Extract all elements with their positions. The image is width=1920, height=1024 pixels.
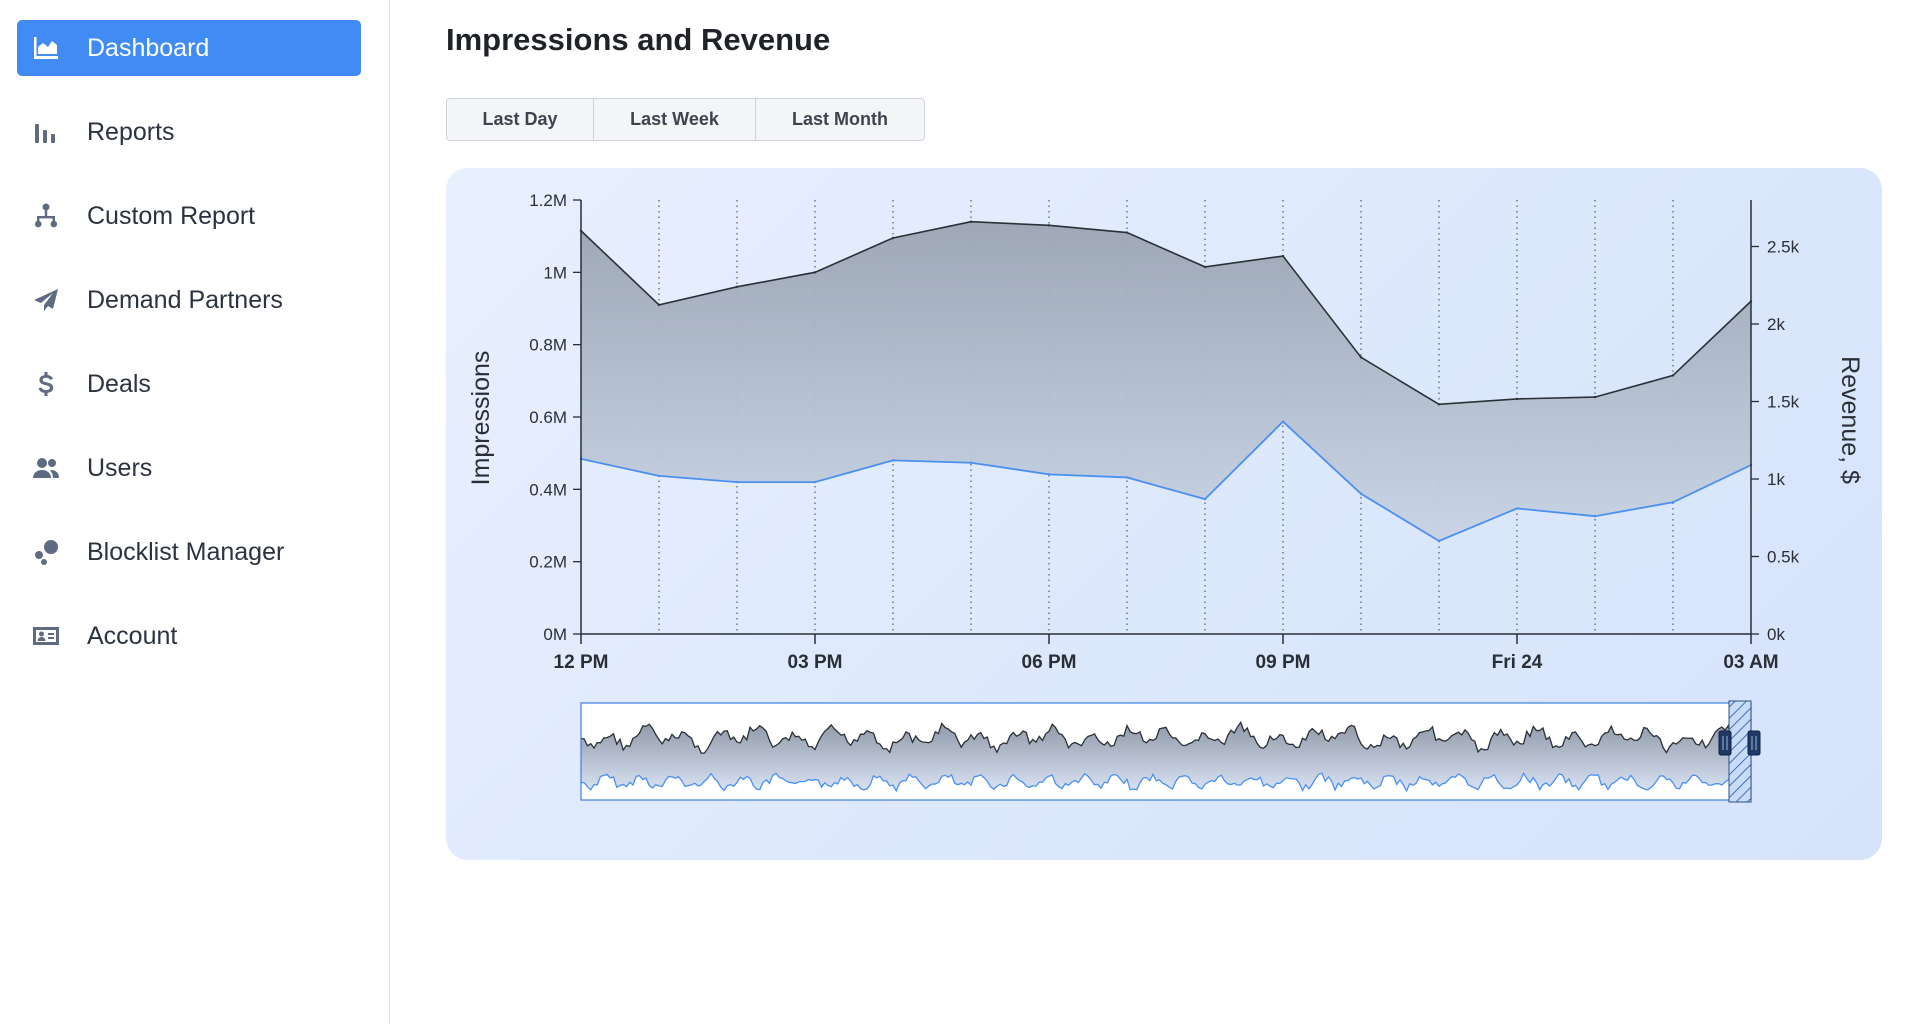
sidebar-item-label: Blocklist Manager xyxy=(87,537,285,566)
sidebar-item-label: Dashboard xyxy=(87,33,210,62)
dollar-icon xyxy=(31,369,61,399)
impressions-point xyxy=(1359,356,1363,359)
x-tick-label: 12 PM xyxy=(554,652,609,673)
bar-chart-icon xyxy=(31,117,61,147)
sidebar-item-account[interactable]: Account xyxy=(17,608,361,664)
page-title: Impressions and Revenue xyxy=(446,22,831,57)
y2-tick-label: 0.5k xyxy=(1767,548,1800,567)
revenue-point xyxy=(657,474,661,478)
sidebar-item-label: Custom Report xyxy=(87,201,256,230)
navigator-revenue-line xyxy=(580,772,1752,793)
revenue-point xyxy=(1125,476,1129,479)
revenue-point xyxy=(1047,473,1051,476)
navigator-right-handle[interactable] xyxy=(1747,730,1761,756)
impressions-point xyxy=(1047,224,1051,227)
last-week-button[interactable]: Last Week xyxy=(594,99,756,140)
impressions-point xyxy=(1281,254,1285,258)
sidebar-item-blocklist-manager[interactable]: Blocklist Manager xyxy=(17,524,361,580)
impressions-point xyxy=(891,236,895,240)
impressions-point xyxy=(1203,265,1207,269)
sidebar-item-custom-report[interactable]: Custom Report xyxy=(17,188,361,244)
sidebar-item-reports[interactable]: Reports xyxy=(17,104,361,160)
paper-plane-icon xyxy=(31,285,61,315)
last-day-button[interactable]: Last Day xyxy=(447,99,594,140)
sidebar-item-demand-partners[interactable]: Demand Partners xyxy=(17,272,361,328)
impressions-point xyxy=(813,271,817,274)
sidebar-item-deals[interactable]: Deals xyxy=(17,356,361,412)
revenue-point xyxy=(1593,515,1597,518)
impressions-point xyxy=(969,220,973,223)
impressions-point xyxy=(1515,397,1519,401)
y2-tick-label: 0k xyxy=(1767,625,1785,644)
revenue-point xyxy=(1515,507,1519,510)
revenue-point xyxy=(1203,497,1207,501)
impressions-point xyxy=(1437,403,1441,406)
sidebar-item-users[interactable]: Users xyxy=(17,440,361,496)
y-tick-label: 0.8M xyxy=(529,336,567,355)
y-tick-label: 0.6M xyxy=(529,408,567,427)
impressions-point xyxy=(735,285,739,288)
impressions-point xyxy=(1671,374,1675,377)
revenue-point xyxy=(813,480,817,484)
sidebar-item-label: Demand Partners xyxy=(87,285,283,314)
sidebar-item-label: Users xyxy=(87,453,153,482)
revenue-point xyxy=(1671,501,1675,504)
y2-tick-label: 1.5k xyxy=(1767,393,1800,412)
chart-panel: 0M 0.2M 0.4M 0.6M 0.8M 1M 1.2M 0k 0.5k 1k 1.5k 2k 2.… xyxy=(446,168,1882,860)
x-tick-label: 03 PM xyxy=(788,652,843,673)
revenue-point xyxy=(969,461,973,464)
blocklist-icon xyxy=(31,537,61,567)
area-chart-icon xyxy=(31,33,61,63)
impressions-revenue-chart: 0M 0.2M 0.4M 0.6M 0.8M 1M 1.2M 0k 0.5k 1k 1.5k 2k 2.… xyxy=(467,191,1864,803)
main-content: Impressions and Revenue Last Day Last We… xyxy=(390,0,1920,1024)
y2-tick-label: 1k xyxy=(1767,470,1785,489)
id-card-icon xyxy=(31,621,61,651)
y-tick-label: 1.2M xyxy=(529,191,567,210)
navigator-left-handle[interactable] xyxy=(1718,730,1732,756)
sitemap-icon xyxy=(31,201,61,231)
navigator-impressions-line xyxy=(580,720,1752,754)
impressions-point xyxy=(1125,231,1129,234)
y2-tick-label: 2.5k xyxy=(1767,238,1800,257)
x-tick-label: 06 PM xyxy=(1022,652,1077,673)
revenue-point xyxy=(735,480,739,484)
y2-axis-title: Revenue, $ xyxy=(1836,356,1864,484)
impressions-point xyxy=(657,303,661,307)
users-icon xyxy=(31,453,61,483)
revenue-point xyxy=(891,459,895,462)
range-selector: Last Day Last Week Last Month xyxy=(446,98,925,141)
y2-tick-label: 2k xyxy=(1767,315,1785,334)
sidebar-item-label: Reports xyxy=(87,117,175,146)
impressions-point xyxy=(1593,395,1597,399)
revenue-point xyxy=(1281,420,1285,423)
x-tick-label: Fri 24 xyxy=(1492,652,1543,673)
y-tick-label: 0M xyxy=(543,625,567,644)
x-tick-label: 03 AM xyxy=(1723,652,1778,673)
impressions-series-line xyxy=(580,220,1752,406)
range-navigator[interactable] xyxy=(580,700,1761,803)
sidebar-item-label: Deals xyxy=(87,369,151,398)
x-tick-label: 09 PM xyxy=(1256,652,1311,673)
revenue-point xyxy=(1437,539,1441,543)
y-tick-label: 0.2M xyxy=(529,553,567,572)
revenue-series-line xyxy=(580,420,1752,543)
y-tick-label: 1M xyxy=(543,263,567,282)
last-month-button[interactable]: Last Month xyxy=(756,99,924,140)
revenue-point xyxy=(1359,492,1363,495)
sidebar-item-dashboard[interactable]: Dashboard xyxy=(17,20,361,76)
impressions-revenue-band xyxy=(581,221,1751,541)
sidebar-item-label: Account xyxy=(87,621,178,650)
y-tick-label: 0.4M xyxy=(529,480,567,499)
y-axis-title: Impressions xyxy=(467,351,495,486)
sidebar: Dashboard Reports Custom Report Demand P… xyxy=(0,0,390,1024)
